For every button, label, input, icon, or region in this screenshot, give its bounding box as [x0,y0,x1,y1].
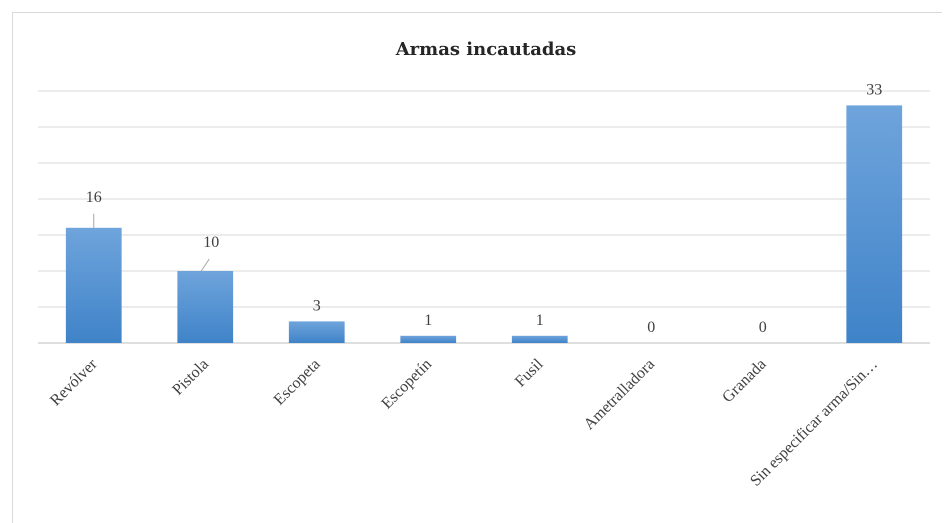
bar [846,105,903,344]
bar [400,335,457,343]
chart-frame [12,12,942,523]
bar [177,271,234,343]
category-label: Ametralladora [581,356,658,433]
data-label: 10 [203,234,219,251]
bars [65,105,903,344]
data-label: 0 [759,319,767,336]
category-label: Sin especificar arma/Sin… [747,356,881,490]
leader-lines [93,213,210,272]
category-label: Escopeta [271,356,324,409]
data-label: 1 [424,312,432,329]
category-label: Pistola [169,356,212,399]
category-label: Fusil [512,355,547,390]
gridlines [38,90,930,344]
bar [65,227,122,343]
chart-title: Armas incautadas [395,39,577,60]
data-label: 1 [536,312,544,329]
bar [511,335,568,343]
category-labels: Revólver Pistola Escopeta Escopetín Fusil Ame… [47,355,881,489]
category-label: Escopetín [378,356,435,413]
category-label: Revólver [47,355,101,409]
leader-line [200,258,210,272]
data-label: 16 [86,189,102,206]
data-label: 3 [313,297,321,314]
data-label: 33 [866,81,882,98]
category-label: Granada [719,356,769,406]
data-label: 0 [647,319,655,336]
bar [288,321,345,343]
